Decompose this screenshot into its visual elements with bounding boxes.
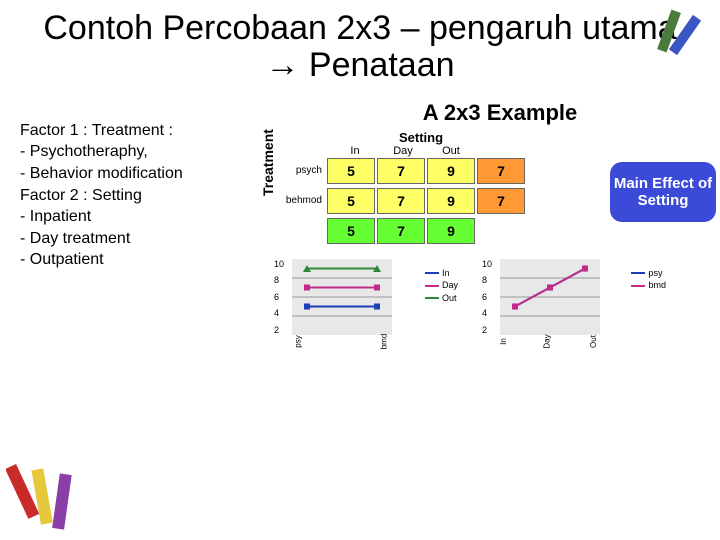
y-axis-label: Treatment [260,180,276,196]
crayon-decoration-bottom [6,444,96,534]
factor-line: - Inpatient [20,206,260,228]
matrix: Setting In Day Out psych 5 7 9 7 behmod … [276,130,526,247]
factor-line: - Outpatient [20,249,260,271]
factor-line: Factor 1 : Treatment : [20,120,260,142]
yticks: 10 8 6 4 2 [274,259,284,335]
x-axis-label: Setting [331,130,511,145]
column-headers: In Day Out [331,145,526,157]
yticks: 10 8 6 4 2 [482,259,492,335]
chart-by-treatment: 10 8 6 4 2 [274,259,454,349]
chart1-legend: In Day Out [425,267,458,305]
main-effect-callout: Main Effect of Setting [610,162,716,222]
factor-line: Factor 2 : Setting [20,185,260,207]
factor-line: - Day treatment [20,228,260,250]
table-row: psych 5 7 9 7 [276,157,526,185]
cell-margin: 7 [377,218,425,244]
col-header: Out [427,145,475,157]
crayon-decoration-top [644,6,714,76]
table-row: behmod 5 7 9 7 [276,187,526,215]
example-panel: A 2x3 Example Treatment Setting In Day O… [260,100,710,349]
factor-list: Factor 1 : Treatment : - Psychotheraphy,… [10,100,260,349]
chart1-plot [292,259,392,335]
cell: 5 [327,188,375,214]
col-header: Day [379,145,427,157]
cell: 7 [377,158,425,184]
factor-line: - Behavior modification [20,163,260,185]
cell: 9 [427,188,475,214]
cell: 7 [377,188,425,214]
slide-title: Contoh Percobaan 2x3 – pengaruh utama → … [0,0,720,90]
cell-margin: 7 [477,188,525,214]
factor-line: - Psychotheraphy, [20,141,260,163]
cell: 5 [327,158,375,184]
cell-margin: 5 [327,218,375,244]
charts-row: 10 8 6 4 2 [274,259,710,349]
content-area: Factor 1 : Treatment : - Psychotheraphy,… [0,90,720,349]
xticks: psy bmd [292,337,392,346]
cell-margin: 7 [477,158,525,184]
row-label: behmod [276,195,326,206]
row-label: psych [276,165,326,176]
cell-margin: 9 [427,218,475,244]
col-header: In [331,145,379,157]
chart2-plot [500,259,600,335]
xticks: In Day Out [500,337,600,346]
table-row: 5 7 9 [276,217,526,245]
chart2-legend: psy bmd [631,267,666,292]
cell: 9 [427,158,475,184]
chart-by-setting: 10 8 6 4 2 [482,259,662,349]
example-title: A 2x3 Example [290,100,710,126]
